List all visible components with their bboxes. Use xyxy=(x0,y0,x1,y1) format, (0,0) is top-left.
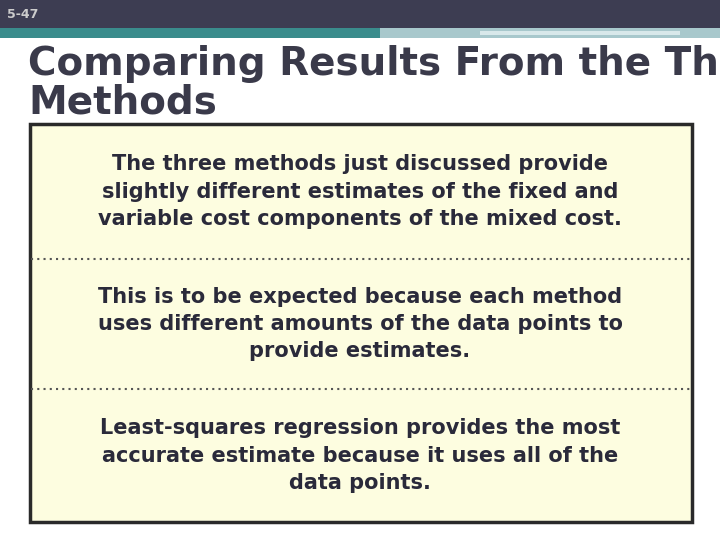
Text: The three methods just discussed provide
slightly different estimates of the fix: The three methods just discussed provide… xyxy=(98,154,622,229)
Text: Comparing Results From the Three: Comparing Results From the Three xyxy=(28,45,720,83)
Bar xyxy=(0,0,720,28)
FancyBboxPatch shape xyxy=(30,124,692,522)
Bar xyxy=(380,28,720,38)
Bar xyxy=(480,31,680,35)
Text: This is to be expected because each method
uses different amounts of the data po: This is to be expected because each meth… xyxy=(97,287,623,361)
Bar xyxy=(0,28,720,38)
Text: 5-47: 5-47 xyxy=(7,8,38,21)
Text: Least-squares regression provides the most
accurate estimate because it uses all: Least-squares regression provides the mo… xyxy=(100,418,620,492)
Text: Methods: Methods xyxy=(28,83,217,121)
